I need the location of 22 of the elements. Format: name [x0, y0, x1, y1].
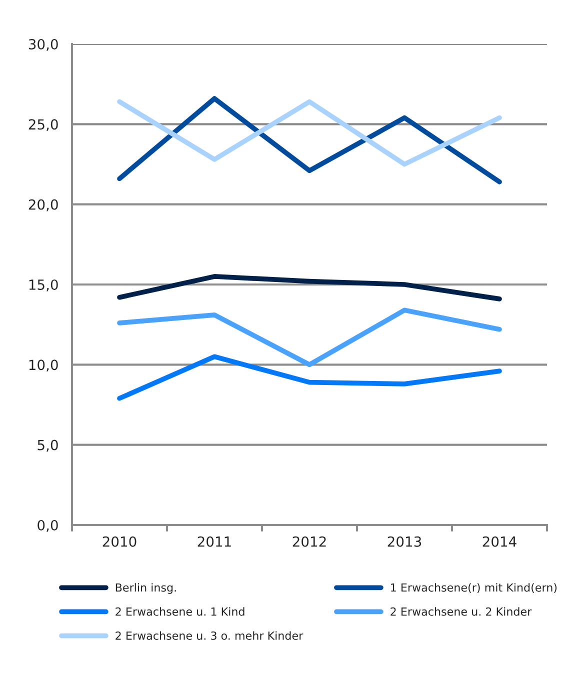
y-tick-label: 20,0	[28, 199, 58, 212]
y-tick-label: 5,0	[38, 440, 58, 452]
y-tick-label: 0,0	[38, 520, 58, 532]
line-series	[117, 96, 502, 184]
y-tick-label: 30,0	[28, 38, 58, 51]
legend-label: 2 Erwachsene u. 3 o. mehr Kinder	[116, 631, 304, 640]
y-tick-label: 10,0	[29, 360, 58, 372]
x-tick-label: 2010	[102, 536, 136, 547]
line-series	[117, 308, 502, 368]
legend-label: 2 Erwachsene u. 2 Kinder	[390, 607, 532, 616]
x-tick-label: 2014	[482, 536, 516, 547]
legend-label: 2 Erwachsene u. 1 Kind	[116, 607, 244, 616]
legend-label: Berlin insg.	[116, 583, 176, 594]
y-tick-label: 25,0	[28, 119, 58, 132]
y-tick-label: 15,0	[29, 279, 58, 292]
line-series	[117, 99, 502, 167]
x-tick-label: 2011	[198, 536, 231, 547]
x-tick-label: 2012	[292, 536, 326, 547]
x-tick-label: 2013	[388, 536, 422, 547]
legend-label: 1 Erwachsene(r) mit Kind(ern)	[391, 583, 557, 594]
line-series	[117, 354, 502, 401]
line-series	[117, 274, 502, 302]
